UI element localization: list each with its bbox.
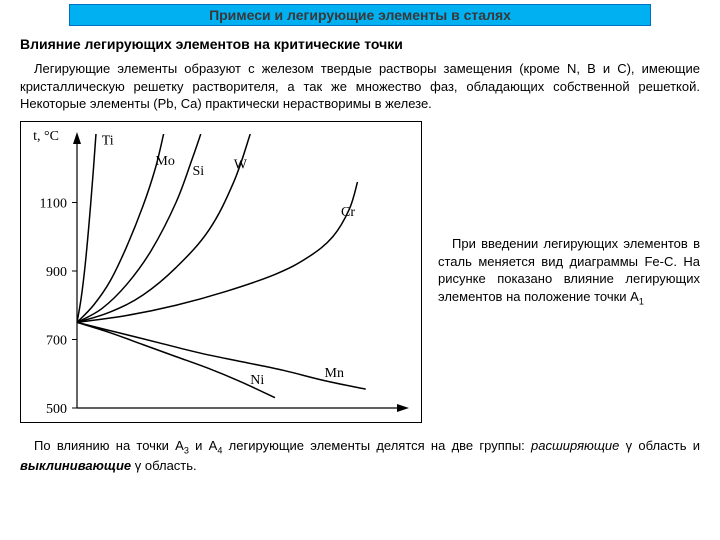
bottom-g: γ область. — [131, 458, 196, 473]
svg-text:1100: 1100 — [40, 196, 67, 211]
page-subtitle: Влияние легирующих элементов на критичес… — [20, 36, 700, 52]
svg-text:500: 500 — [46, 402, 67, 417]
bottom-a: По влиянию на точки А — [34, 438, 184, 453]
side-paragraph: При введении легирующих элементов в стал… — [438, 235, 700, 308]
svg-text:Ni: Ni — [250, 373, 264, 388]
bottom-e: γ область и — [619, 438, 700, 453]
chart-container: 500 700 900 1100 t, °C Ti Mo Si W Cr Mn Ni — [20, 121, 422, 423]
bottom-c: легирующие элементы делятся на две групп… — [222, 438, 531, 453]
side-text-main: При введении легирующих элементов в стал… — [438, 236, 700, 304]
bottom-f: выклинивающие — [20, 458, 131, 473]
svg-text:Mo: Mo — [155, 153, 174, 168]
chart-svg: 500 700 900 1100 t, °C Ti Mo Si W Cr Mn Ni — [21, 122, 421, 422]
svg-text:W: W — [234, 157, 248, 172]
intro-paragraph: Легирующие элементы образуют с железом т… — [20, 60, 700, 113]
page-banner: Примеси и легирующие элементы в сталях — [69, 4, 651, 26]
side-text-sub: 1 — [639, 297, 644, 307]
bottom-b: и А — [189, 438, 217, 453]
chart-row: 500 700 900 1100 t, °C Ti Mo Si W Cr Mn Ni При введ… — [20, 121, 700, 423]
svg-text:t, °C: t, °C — [33, 129, 59, 144]
bottom-d: расширяющие — [531, 438, 619, 453]
svg-text:Cr: Cr — [341, 205, 355, 220]
svg-text:900: 900 — [46, 265, 67, 280]
svg-text:700: 700 — [46, 333, 67, 348]
svg-text:Ti: Ti — [102, 133, 114, 148]
svg-text:Mn: Mn — [325, 366, 344, 381]
bottom-paragraph: По влиянию на точки А3 и А4 легирующие э… — [20, 437, 700, 474]
svg-text:Si: Si — [193, 164, 205, 179]
